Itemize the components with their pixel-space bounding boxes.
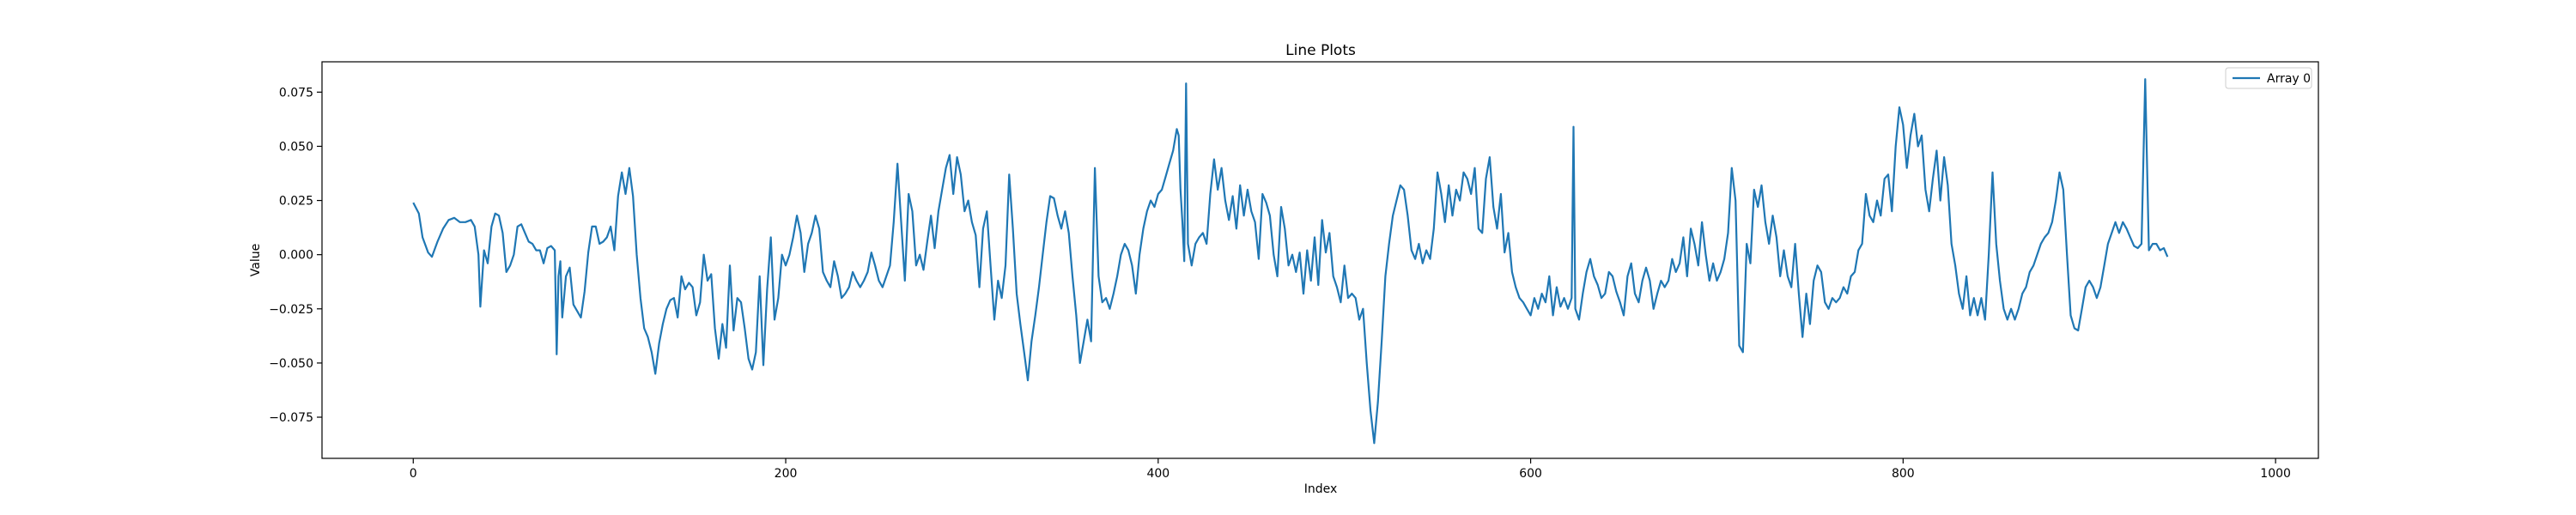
y-tick-label: 0.050	[279, 140, 313, 154]
legend-box	[2225, 67, 2312, 89]
x-tick-label: 1000	[2260, 467, 2291, 481]
legend: Array 0	[2225, 67, 2312, 89]
y-tick-label: 0.025	[279, 195, 313, 209]
y-axis: −0.075 −0.050 −0.025 0.000 0.025 0.050 0.075	[269, 86, 322, 425]
x-tick-label: 800	[1892, 467, 1915, 481]
plot-area	[321, 61, 2319, 459]
y-tick-label: 0.075	[279, 86, 313, 100]
chart-title: Line Plots	[1285, 42, 1356, 59]
legend-label-array-0: Array 0	[2267, 72, 2311, 86]
x-axis-label: Index	[1304, 482, 1338, 496]
series-line-array-0	[412, 78, 2169, 445]
x-tick-label: 400	[1146, 467, 1170, 481]
y-tick-label: 0.000	[279, 249, 313, 263]
x-axis: 0 200 400 600 800 1000	[410, 458, 2291, 481]
y-tick-label: −0.050	[269, 357, 313, 371]
x-tick-label: 200	[775, 467, 798, 481]
x-tick-label: 600	[1519, 467, 1542, 481]
x-tick-label: 0	[410, 467, 417, 481]
y-axis-label: Value	[249, 244, 263, 276]
y-tick-label: −0.075	[269, 411, 313, 425]
axes-frame	[321, 61, 2319, 459]
y-tick-label: −0.025	[269, 303, 313, 317]
